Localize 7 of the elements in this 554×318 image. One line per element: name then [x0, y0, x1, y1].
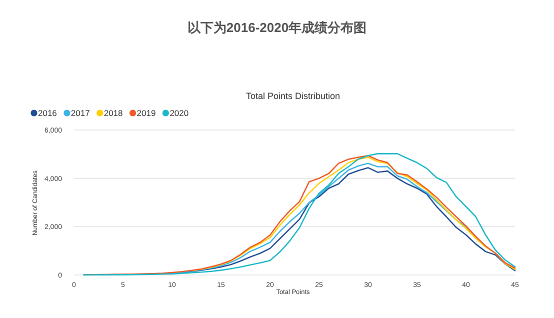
legend-label: 2017 [70, 108, 90, 118]
legend-label: 2018 [104, 108, 124, 118]
chart-title: 以下为2016-2020年成绩分布图 [187, 20, 367, 35]
chart-subtitle: Total Points Distribution [246, 91, 340, 101]
legend-label: 2016 [38, 108, 58, 118]
legend-label: 2020 [170, 108, 189, 118]
legend-label: 2019 [136, 108, 156, 118]
